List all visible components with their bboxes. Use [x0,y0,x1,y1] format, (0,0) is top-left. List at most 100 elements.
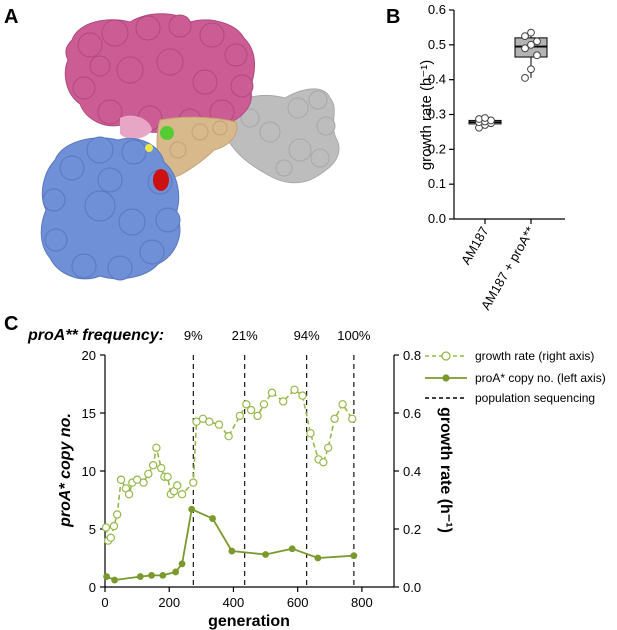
copy-number-point [209,515,216,522]
legend-copy-label: proA* copy no. (left axis) [475,371,606,385]
panel-label-b: B [386,6,400,28]
growth-rate-point [148,461,158,470]
panel-b-point [481,114,489,122]
protein-structure-image [40,13,340,281]
panel-b-point [521,74,529,82]
panel-c-header-label: proA** frequency: [27,327,164,344]
panel-label-c: C [4,313,18,335]
panel-c-x-tick-label: 200 [158,595,180,610]
growth-rate-point [259,400,269,409]
growth-rate-point [279,397,288,406]
panel-c-left-tick-label: 10 [82,464,96,479]
legend-copy-marker [442,374,450,382]
copy-number-point [159,572,167,579]
growth-rate-point [189,478,198,487]
growth-rate-point [106,533,115,542]
panel-c-x-tick-label: 800 [351,595,373,610]
panel-c-sequencing-label: 100% [337,328,371,343]
growth-rate-point [235,411,245,421]
panel-c-sequencing-label: 9% [184,328,203,343]
panel-b-point [527,40,535,49]
panel-c-left-tick-label: 5 [89,522,96,537]
panel-c-chart: proA** frequency: 9% 21% 94% 100% 0 200 400 60… [27,327,606,630]
copy-number-point [188,505,196,513]
growth-rate-point [319,458,328,467]
growth-rate-point [152,443,161,452]
panel-c-right-tick-label: 0.4 [403,464,421,479]
copy-number-point [148,572,155,579]
copy-number-point [111,576,119,584]
growth-rate-point [306,429,315,438]
panel-c-sequencing-label: 21% [232,328,258,343]
panel-c-right-tick-label: 0.6 [403,406,421,421]
panel-c-right-tick-label: 0.2 [403,522,421,537]
panel-b-y-tick-label: 0.6 [428,2,446,17]
growth-rate-point [113,510,122,519]
panel-b-y-tick-label: 0.3 [428,107,446,122]
growth-rate-point [242,400,251,409]
panel-b-y-tick-label: 0.4 [428,72,446,87]
growth-rate-point [156,463,166,473]
panel-c-x-tick-label: 400 [223,595,245,610]
protein-light-patch [120,115,152,139]
copy-number-point [172,568,180,576]
panel-c-left-tick-label: 15 [82,406,96,421]
copy-number-point [314,554,322,562]
protein-red-site [153,169,169,191]
copy-number-point [288,545,296,553]
panel-c-x-axis-title: generation [208,613,290,630]
panel-c-left-axis-title: proA* copy no. [57,413,74,528]
panel-c-x-tick-label: 0 [101,595,108,610]
copy-number-line [106,508,354,581]
copy-number-point [103,573,111,580]
panel-c-left-tick-label: 20 [82,348,96,363]
copy-number-point [262,551,269,558]
panel-b-point [521,44,529,53]
growth-rate-point [338,400,347,409]
protein-blue-domain [40,136,181,281]
panel-c-left-tick-label: 0 [89,580,96,595]
panel-c-x-tick-label: 600 [287,595,309,610]
growth-rate-point [330,414,339,423]
panel-c-sequencing-label: 94% [294,328,320,343]
panel-b-y-tick-label: 0.2 [428,141,446,156]
panel-b-point [521,32,529,41]
panel-b-point [533,37,541,46]
protein-green-site [160,126,174,140]
growth-rate-point [298,391,307,400]
growth-rate-point [205,417,214,426]
growth-rate-point [348,414,357,423]
panel-b-y-tick-label: 0.1 [428,176,446,191]
growth-rate-point [101,523,111,532]
growth-rate-point [109,521,119,531]
panel-b-y-tick-label: 0.5 [428,37,446,52]
legend-growth-label: growth rate (right axis) [475,349,594,363]
panel-b-x-tick-label: AM187 [458,224,492,267]
growth-rate-point [290,385,299,394]
protein-tan-linker [156,116,238,178]
panel-c-right-tick-label: 0.8 [403,348,421,363]
panel-b-point [533,51,541,60]
growth-rate-point [177,490,187,499]
panel-c-right-tick-label: 0.0 [403,580,421,595]
panel-b-point [527,65,535,74]
growth-rate-point [323,443,333,452]
protein-gray-domain [225,88,340,184]
panel-label-a: A [4,6,18,28]
panel-c-right-axis-title: growth rate (h⁻¹) [437,407,454,533]
growth-rate-point [139,478,148,487]
protein-yellow-site [145,144,153,152]
panel-b-y-tick-label: 0.0 [428,211,446,226]
protein-pink-domain [64,13,255,134]
panel-c-legend: growth rate (right axis) proA* copy no. … [425,349,606,405]
copy-number-point [350,552,358,560]
growth-rate-point [246,405,256,415]
growth-rate-point [267,388,277,397]
legend-growth-marker [441,351,451,361]
panel-b-y-axis-title: growth rate (h⁻¹) [418,60,435,170]
growth-rate-point [224,432,233,441]
copy-number-point [228,547,236,555]
growth-rate-point [163,472,172,481]
